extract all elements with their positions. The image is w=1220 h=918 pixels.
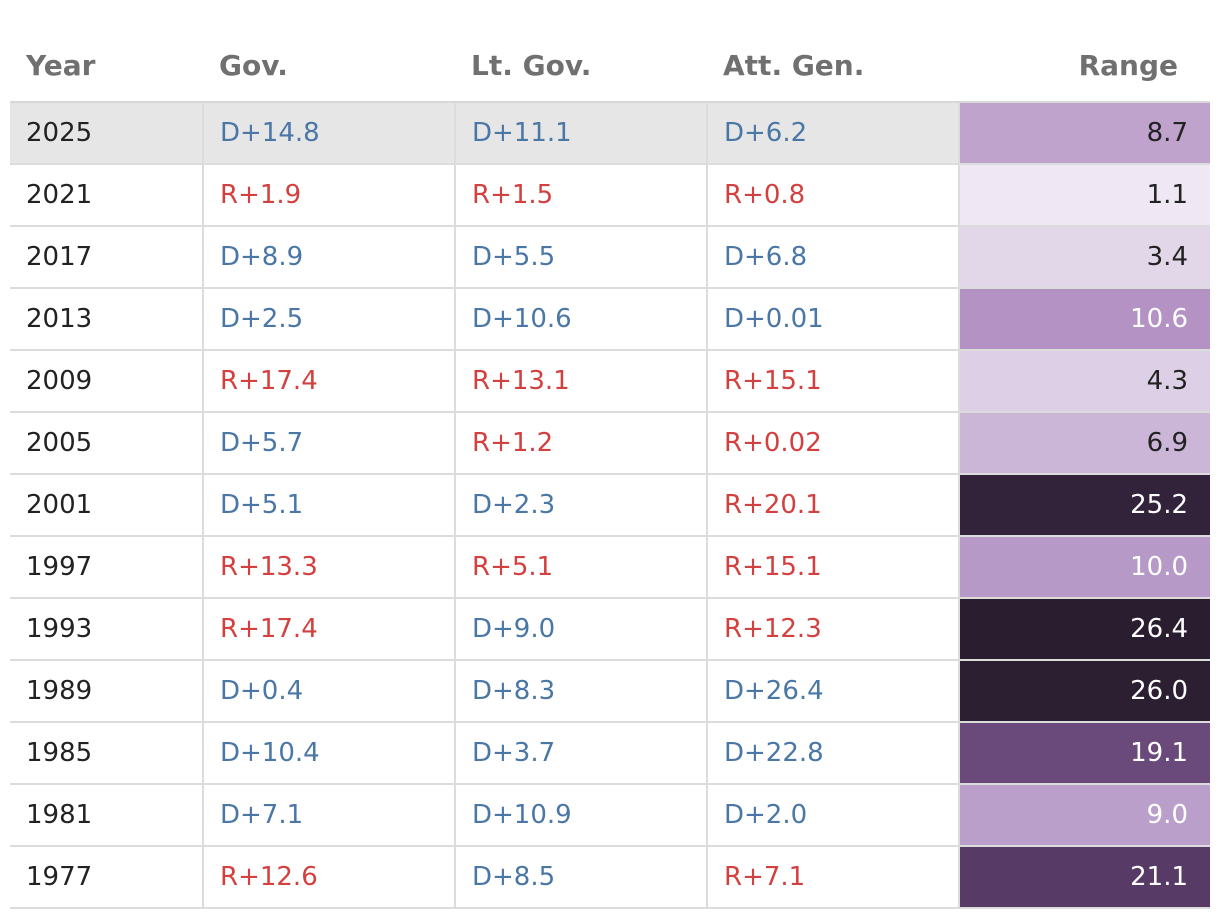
margin-cell: R+0.8	[706, 164, 959, 227]
margin-cell: D+5.1	[202, 474, 455, 537]
column-header: Range	[959, 30, 1210, 103]
margin-cell: D+3.7	[454, 722, 707, 785]
margin-cell: D+8.3	[454, 660, 707, 723]
year-cell: 1993	[10, 598, 203, 661]
range-cell: 19.1	[958, 722, 1210, 785]
table-row: 1977 R+12.6 D+8.5 R+7.1 21.1	[10, 846, 1210, 909]
margin-cell: D+10.6	[454, 288, 707, 351]
year-cell: 2017	[10, 226, 203, 289]
table-body: 2025 D+14.8 D+11.1 D+6.2 8.7 2021 R+1.9 R+1.5 R+…	[10, 102, 1210, 909]
margin-cell: R+7.1	[706, 846, 959, 909]
range-cell: 8.7	[958, 102, 1210, 165]
year-cell: 2001	[10, 474, 203, 537]
table-row: 2025 D+14.8 D+11.1 D+6.2 8.7	[10, 102, 1210, 165]
margin-cell: D+5.5	[454, 226, 707, 289]
range-cell: 4.3	[958, 350, 1210, 413]
range-cell: 26.0	[958, 660, 1210, 723]
table-row: 1981 D+7.1 D+10.9 D+2.0 9.0	[10, 784, 1210, 847]
year-cell: 2013	[10, 288, 203, 351]
margin-cell: D+6.8	[706, 226, 959, 289]
margin-cell: D+2.3	[454, 474, 707, 537]
margin-cell: D+0.4	[202, 660, 455, 723]
margin-cell: D+2.0	[706, 784, 959, 847]
range-cell: 1.1	[958, 164, 1210, 227]
table-row: 1985 D+10.4 D+3.7 D+22.8 19.1	[10, 722, 1210, 785]
table-row: 2013 D+2.5 D+10.6 D+0.01 10.6	[10, 288, 1210, 351]
margin-cell: R+13.3	[202, 536, 455, 599]
margin-cell: R+17.4	[202, 598, 455, 661]
margin-cell: R+17.4	[202, 350, 455, 413]
year-cell: 1985	[10, 722, 203, 785]
column-header: Year	[10, 30, 203, 103]
range-cell: 21.1	[958, 846, 1210, 909]
table-row: 2005 D+5.7 R+1.2 R+0.02 6.9	[10, 412, 1210, 475]
margin-cell: D+8.5	[454, 846, 707, 909]
year-cell: 2005	[10, 412, 203, 475]
margin-cell: D+8.9	[202, 226, 455, 289]
margin-cell: R+20.1	[706, 474, 959, 537]
range-cell: 6.9	[958, 412, 1210, 475]
range-cell: 25.2	[958, 474, 1210, 537]
year-cell: 2025	[10, 102, 203, 165]
margin-cell: D+2.5	[202, 288, 455, 351]
margin-cell: R+0.02	[706, 412, 959, 475]
year-cell: 2021	[10, 164, 203, 227]
range-cell: 10.0	[958, 536, 1210, 599]
margin-cell: D+10.4	[202, 722, 455, 785]
range-cell: 26.4	[958, 598, 1210, 661]
margin-cell: D+26.4	[706, 660, 959, 723]
year-cell: 1997	[10, 536, 203, 599]
table-row: 1997 R+13.3 R+5.1 R+15.1 10.0	[10, 536, 1210, 599]
margin-cell: D+7.1	[202, 784, 455, 847]
margin-cell: D+10.9	[454, 784, 707, 847]
margin-cell: R+12.3	[706, 598, 959, 661]
range-cell: 9.0	[958, 784, 1210, 847]
results-table: Year Gov. Lt. Gov. Att. Gen. Range 2025 D+14.…	[10, 30, 1210, 909]
margin-cell: D+0.01	[706, 288, 959, 351]
header-row: Year Gov. Lt. Gov. Att. Gen. Range	[10, 30, 1210, 103]
margin-cell: D+22.8	[706, 722, 959, 785]
margin-cell: R+15.1	[706, 536, 959, 599]
table-row: 2009 R+17.4 R+13.1 R+15.1 4.3	[10, 350, 1210, 413]
range-cell: 3.4	[958, 226, 1210, 289]
margin-cell: R+13.1	[454, 350, 707, 413]
margin-cell: R+1.9	[202, 164, 455, 227]
table-row: 1989 D+0.4 D+8.3 D+26.4 26.0	[10, 660, 1210, 723]
year-cell: 2009	[10, 350, 203, 413]
margin-cell: D+14.8	[202, 102, 455, 165]
margin-cell: R+15.1	[706, 350, 959, 413]
table-row: 2021 R+1.9 R+1.5 R+0.8 1.1	[10, 164, 1210, 227]
margin-cell: R+1.2	[454, 412, 707, 475]
year-cell: 1981	[10, 784, 203, 847]
table-row: 2017 D+8.9 D+5.5 D+6.8 3.4	[10, 226, 1210, 289]
margin-cell: D+11.1	[454, 102, 707, 165]
year-cell: 1977	[10, 846, 203, 909]
margin-cell: R+1.5	[454, 164, 707, 227]
column-header: Gov.	[203, 30, 455, 103]
year-cell: 1989	[10, 660, 203, 723]
table-row: 1993 R+17.4 D+9.0 R+12.3 26.4	[10, 598, 1210, 661]
range-cell: 10.6	[958, 288, 1210, 351]
column-header: Att. Gen.	[707, 30, 959, 103]
table-row: 2001 D+5.1 D+2.3 R+20.1 25.2	[10, 474, 1210, 537]
margin-cell: R+12.6	[202, 846, 455, 909]
margin-cell: D+5.7	[202, 412, 455, 475]
margin-cell: R+5.1	[454, 536, 707, 599]
margin-cell: D+6.2	[706, 102, 959, 165]
margin-cell: D+9.0	[454, 598, 707, 661]
column-header: Lt. Gov.	[455, 30, 707, 103]
